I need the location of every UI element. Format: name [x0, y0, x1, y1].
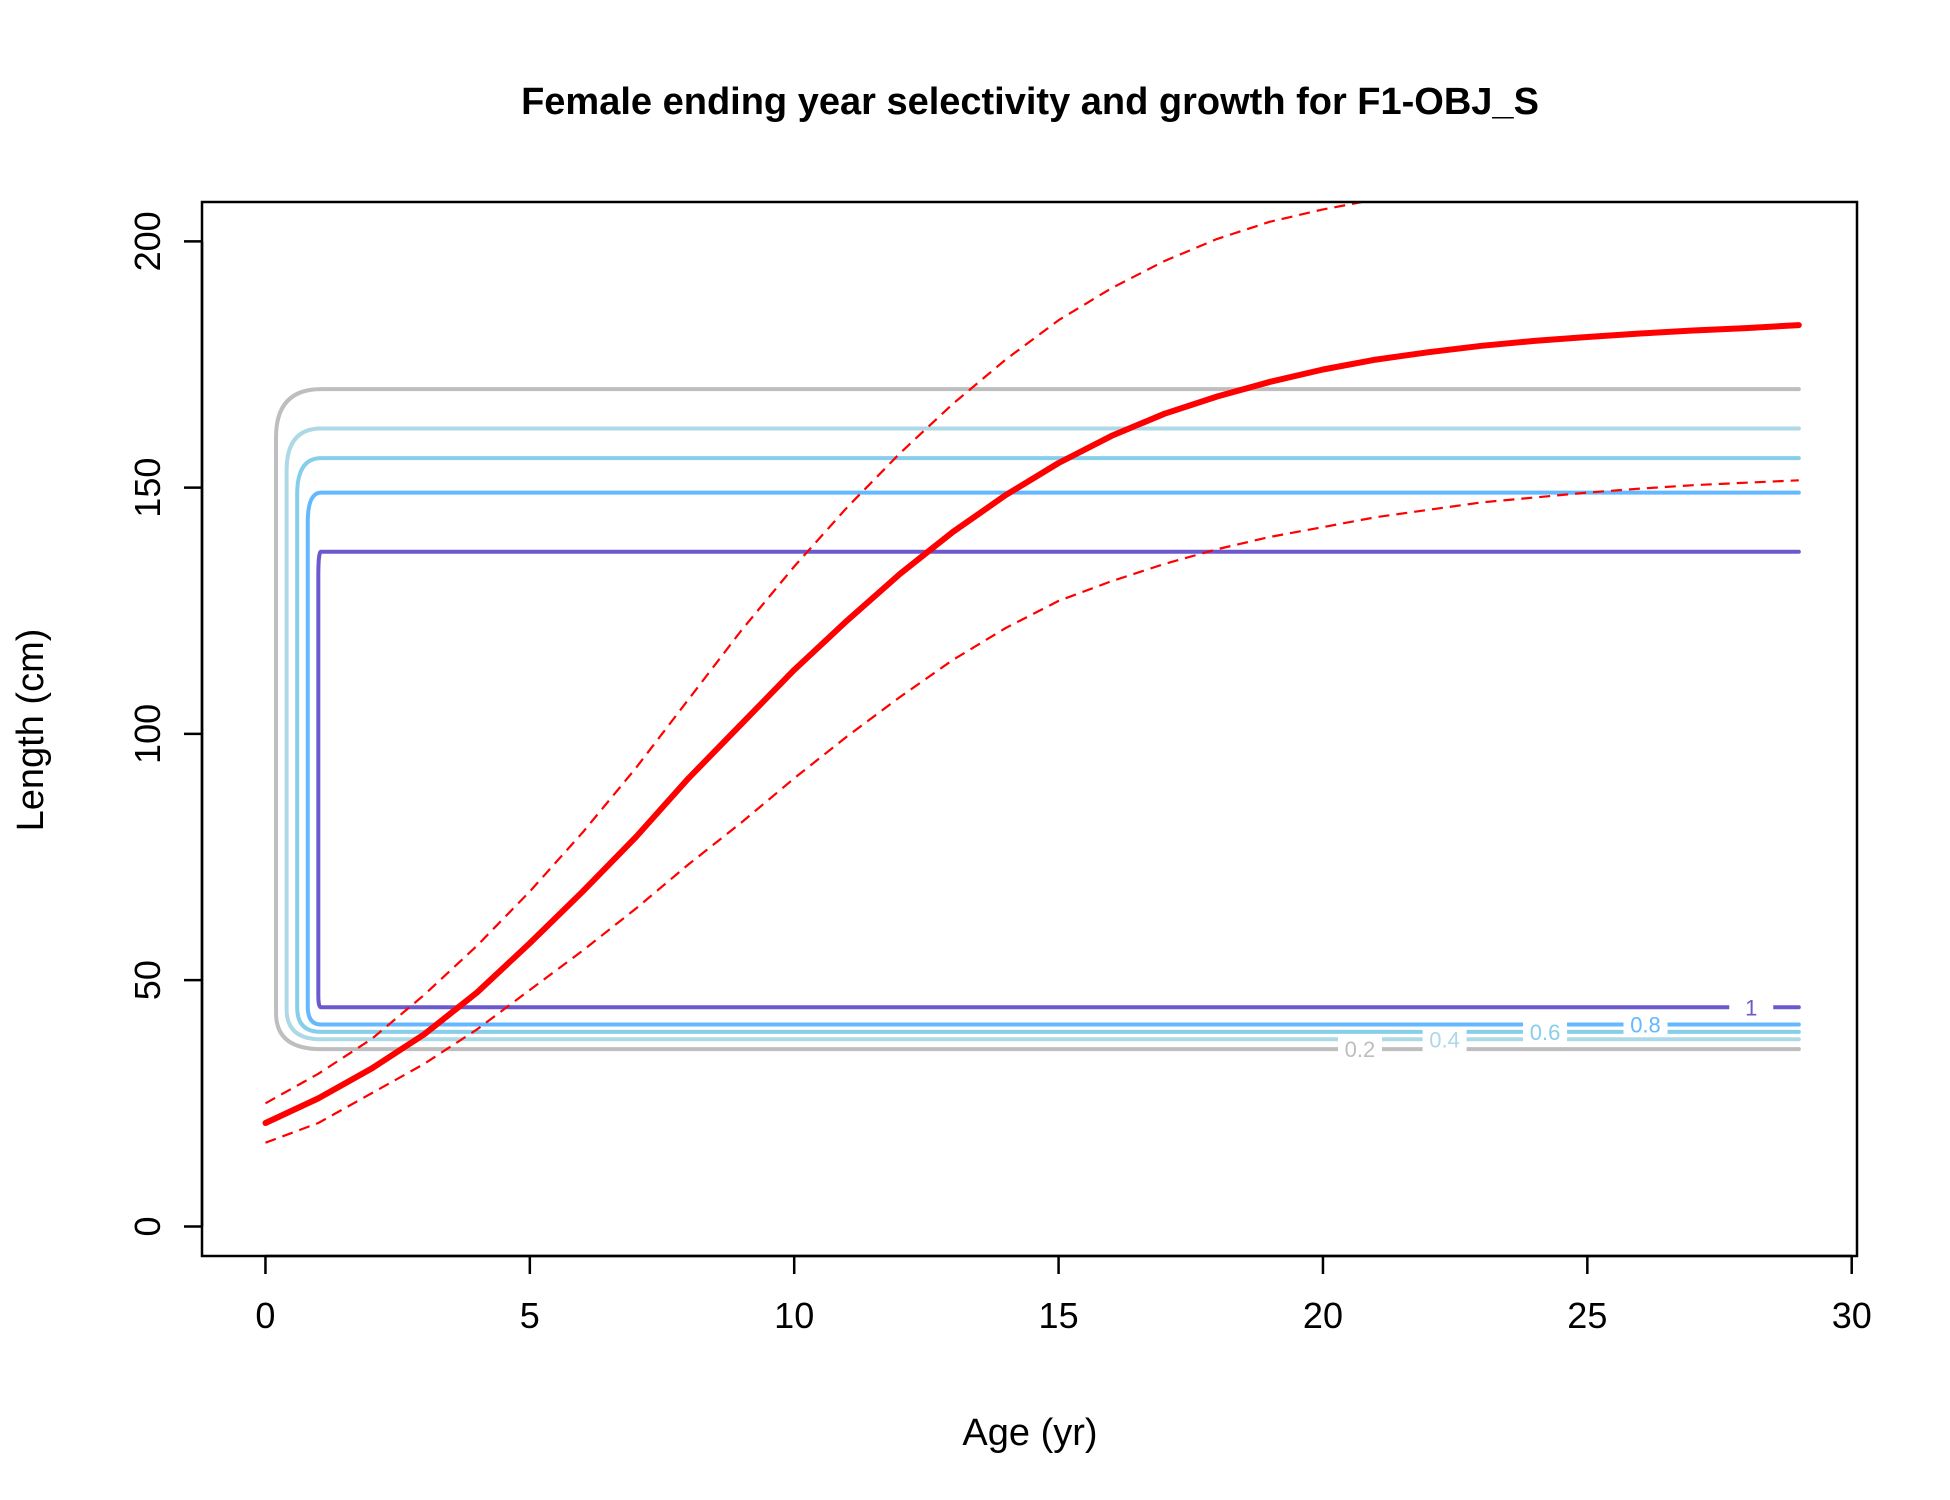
y-tick-label-0: 0 [127, 1216, 168, 1236]
series-mean-length-at-age [262, 322, 1802, 1126]
contour-label-gap-0.2 [1337, 1037, 1382, 1062]
y-tick-label-200: 200 [127, 211, 168, 271]
contour-label-gap-0.8 [1623, 1012, 1668, 1037]
y-axis: 0 50 100 150 200 [127, 211, 204, 1236]
selectivity-contours [274, 387, 1801, 1052]
chart-title: Female ending year selectivity and growt… [521, 81, 1539, 123]
contour-0.8 [305, 490, 1801, 1027]
plot-area: 0.2 0.4 0.6 0.8 1 [262, 202, 1802, 1144]
x-tick-label-20: 20 [1303, 1295, 1343, 1336]
x-tick-label-25: 25 [1567, 1295, 1607, 1336]
contour-label-gap-0.4 [1422, 1027, 1467, 1052]
contour-label-gap-0.6 [1523, 1019, 1568, 1044]
contour-label-gap-1 [1729, 995, 1774, 1020]
plot-frame [200, 200, 1859, 1258]
contour-1 [316, 549, 1801, 1010]
x-tick-label-0: 0 [255, 1295, 275, 1336]
contour-label-0.4: 0.4 [1429, 1027, 1460, 1052]
contour-label-0.2: 0.2 [1345, 1037, 1376, 1062]
contour-0.4 [284, 426, 1801, 1042]
y-axis-label: Length (cm) [10, 629, 52, 832]
growth-series [262, 202, 1802, 1144]
x-tick-label-15: 15 [1039, 1295, 1079, 1336]
contour-label-1: 1 [1745, 995, 1757, 1020]
x-tick-label-10: 10 [774, 1295, 814, 1336]
x-tick-label-30: 30 [1832, 1295, 1872, 1336]
y-tick-label-100: 100 [127, 704, 168, 764]
x-axis: 0 5 10 15 20 25 30 [255, 1254, 1872, 1336]
contour-0.6 [295, 456, 1801, 1034]
y-tick-label-150: 150 [127, 458, 168, 518]
contour-label-0.8: 0.8 [1630, 1013, 1661, 1038]
y-tick-label-50: 50 [127, 960, 168, 1000]
x-tick-label-5: 5 [520, 1295, 540, 1336]
series-upper-interval [264, 202, 1369, 1105]
contour-0.2 [274, 387, 1801, 1052]
series-lower-interval [265, 479, 1799, 1144]
x-axis-label: Age (yr) [962, 1412, 1097, 1454]
contour-label-0.6: 0.6 [1530, 1020, 1561, 1045]
contour-labels: 0.2 0.4 0.6 0.8 1 [1337, 995, 1774, 1062]
